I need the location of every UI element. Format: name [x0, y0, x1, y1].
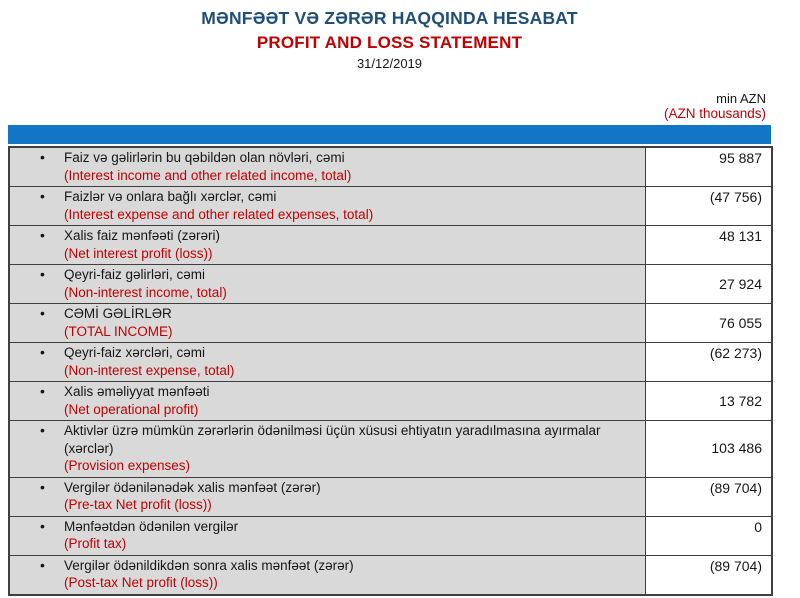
row-label-cell: • Vergilər ödənildikdən sonra xalis mənf… [8, 554, 646, 595]
row-label-cell: • Xalis əməliyyat mənfəəti (Net operatio… [8, 381, 646, 421]
table-row: • Xalis əməliyyat mənfəəti (Net operatio… [8, 381, 773, 421]
table-row: • Xalis faiz mənfəəti (zərəri) (Net inte… [8, 225, 773, 265]
row-label-az: Xalis əməliyyat mənfəəti [64, 384, 210, 399]
bullet-icon: • [40, 517, 45, 534]
row-value: 0 [644, 515, 773, 556]
row-label-cell: • Qeyri-faiz xərcləri, cəmi (Non-interes… [8, 342, 646, 382]
row-value: 95 887 [644, 146, 773, 187]
bullet-icon: • [40, 305, 45, 321]
table-row: • Qeyri-faiz xərcləri, cəmi (Non-interes… [8, 342, 773, 382]
row-value: 27 924 [644, 264, 773, 304]
row-label-az: Vergilər ödənildikdən sonra xalis mənfəə… [64, 557, 354, 573]
row-label-cell: • Mənfəətdən ödənilən vergilər (Profit t… [8, 515, 646, 556]
row-label-en: (Profit tax) [64, 536, 127, 551]
row-value: (89 704) [644, 554, 773, 595]
statement-header: MƏNFƏƏT VƏ ZƏRƏR HAQQINDA HESABAT PROFIT… [8, 7, 771, 72]
row-label-az: Aktivlər üzrə mümkün zərərlərin ödənilmə… [64, 423, 601, 456]
bullet-icon: • [40, 556, 45, 573]
bullet-icon: • [40, 478, 45, 495]
row-label-cell: • Xalis faiz mənfəəti (zərəri) (Net inte… [8, 225, 646, 265]
row-value: 13 782 [644, 381, 773, 421]
row-label-cell: • Qeyri-faiz gəlirləri, cəmi (Non-intere… [8, 264, 646, 304]
table-row: • Qeyri-faiz gəlirləri, cəmi (Non-intere… [8, 264, 773, 304]
row-label-cell: • Vergilər ödənilənədək xalis mənfəət (z… [8, 476, 646, 517]
table-row: • Vergilər ödənilənədək xalis mənfəət (z… [8, 476, 773, 517]
bullet-icon: • [40, 266, 45, 282]
row-label-en: (Provision expenses) [64, 458, 191, 473]
table-row: • Mənfəətdən ödənilən vergilər (Profit t… [8, 515, 773, 556]
row-label-en: (Pre-tax Net profit (loss)) [64, 497, 212, 512]
bullet-icon: • [40, 188, 45, 204]
row-value: (62 273) [644, 342, 773, 382]
row-label-az: Qeyri-faiz xərcləri, cəmi [64, 345, 206, 360]
row-label-az: Faiz və gəlirlərin bu qəbildən olan növl… [64, 150, 345, 165]
statement-date: 31/12/2019 [356, 56, 423, 71]
unit-note: min AZN (AZN thousands) [8, 91, 771, 122]
table-row: • Faizlər və onlara bağlı xərclər, cəmi … [8, 186, 773, 226]
row-label-en: (TOTAL INCOME) [64, 323, 173, 339]
row-label-en: (Net interest profit (loss)) [64, 245, 213, 261]
row-label-en: (Non-interest income, total) [64, 284, 227, 300]
bullet-icon: • [40, 383, 45, 399]
row-label-cell: • Faiz və gəlirlərin bu qəbildən olan nö… [8, 146, 646, 187]
row-label-cell: • CƏMİ GƏLİRLƏR (TOTAL INCOME) [8, 303, 646, 343]
row-label-az: Mənfəətdən ödənilən vergilər [64, 518, 239, 534]
bullet-icon: • [40, 344, 45, 360]
table-row: • Vergilər ödənildikdən sonra xalis mənf… [8, 554, 773, 595]
row-value: (89 704) [644, 476, 773, 517]
unit-note-thousands: (AZN thousands) [663, 106, 766, 121]
row-label-cell: • Aktivlər üzrə mümkün zərərlərin ödənil… [8, 420, 646, 478]
row-label-cell: • Faizlər və onlara bağlı xərclər, cəmi … [8, 186, 646, 226]
row-label-az: Faizlər və onlara bağlı xərclər, cəmi [64, 189, 277, 204]
unit-note-azn: min AZN [716, 91, 766, 106]
row-value: (47 756) [644, 186, 773, 226]
table-row: • Faiz və gəlirlərin bu qəbildən olan nö… [8, 146, 773, 187]
table-row: • Aktivlər üzrə mümkün zərərlərin ödənil… [8, 420, 773, 478]
row-value: 48 131 [644, 225, 773, 265]
row-label-en: (Non-interest expense, total) [64, 362, 235, 378]
row-label-en: (Post-tax Net profit (loss)) [64, 575, 218, 590]
pl-table: • Faiz və gəlirlərin bu qəbildən olan nö… [8, 146, 773, 596]
row-label-en: (Net operational profit) [64, 401, 199, 417]
bullet-icon: • [40, 149, 45, 165]
row-value: 103 486 [644, 420, 773, 478]
page-title-en: PROFIT AND LOSS STATEMENT [256, 33, 523, 52]
row-label-en: (Interest expense and other related expe… [64, 206, 374, 222]
row-label-en: (Interest income and other related incom… [64, 167, 352, 183]
bullet-icon: • [40, 422, 45, 438]
row-label-az: Xalis faiz mənfəəti (zərəri) [64, 228, 221, 243]
table-header-bar [8, 125, 771, 144]
table-row: • CƏMİ GƏLİRLƏR (TOTAL INCOME) 76 055 [8, 303, 773, 343]
statement-page: MƏNFƏƏT VƏ ZƏRƏR HAQQINDA HESABAT PROFIT… [8, 0, 773, 596]
row-label-az: Vergilər ödənilənədək xalis mənfəət (zər… [64, 479, 321, 495]
page-title-az: MƏNFƏƏT VƏ ZƏRƏR HAQQINDA HESABAT [201, 8, 578, 28]
row-label-az: CƏMİ GƏLİRLƏR [64, 306, 172, 321]
row-label-az: Qeyri-faiz gəlirləri, cəmi [64, 267, 206, 282]
pl-table-body: • Faiz və gəlirlərin bu qəbildən olan nö… [8, 146, 773, 595]
bullet-icon: • [40, 227, 45, 243]
row-value: 76 055 [644, 303, 773, 343]
